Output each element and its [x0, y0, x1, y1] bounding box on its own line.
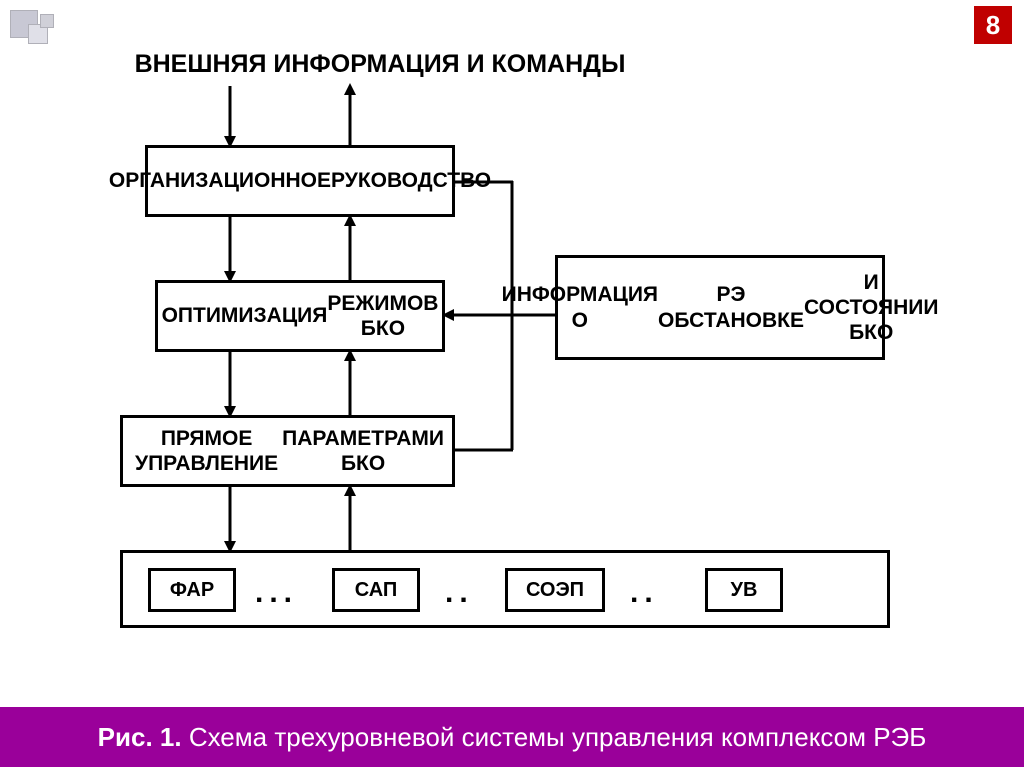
dots-2: .. [630, 576, 659, 610]
node-n3: ПРЯМОЕ УПРАВЛЕНИЕПАРАМЕТРАМИ БКО [120, 415, 455, 487]
bottom-item-1: САП [332, 568, 420, 612]
node-n1: ОРГАНИЗАЦИОННОЕРУКОВОДСТВО [145, 145, 455, 217]
bottom-item-2: СОЭП [505, 568, 605, 612]
caption-bar: Рис. 1. Схема трехуровневой системы упра… [0, 707, 1024, 767]
bottom-item-3: УВ [705, 568, 783, 612]
slide-number-badge: 8 [974, 6, 1012, 44]
caption-bold: Рис. 1. [98, 722, 182, 752]
bottom-item-0: ФАР [148, 568, 236, 612]
dots-1: .. [445, 576, 474, 610]
node-n2: ОПТИМИЗАЦИЯРЕЖИМОВ БКО [155, 280, 445, 352]
caption-text: Схема трехуровневой системы управления к… [182, 722, 927, 752]
diagram-title: ВНЕШНЯЯ ИНФОРМАЦИЯ И КОМАНДЫ [110, 50, 650, 79]
node-n4: ИНФОРМАЦИЯ ОРЭ ОБСТАНОВКЕИ СОСТОЯНИИ БКО [555, 255, 885, 360]
dots-0: ... [255, 576, 298, 610]
diagram-container: ВНЕШНЯЯ ИНФОРМАЦИЯ И КОМАНДЫ ОРГАНИЗАЦИО… [60, 50, 960, 670]
